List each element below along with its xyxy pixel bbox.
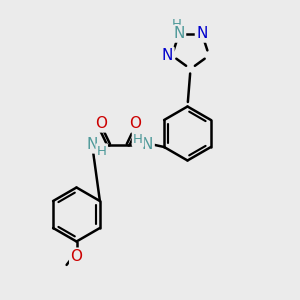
Text: O: O xyxy=(95,116,107,131)
Text: H: H xyxy=(97,145,107,158)
Text: N: N xyxy=(162,48,173,63)
Text: H: H xyxy=(133,133,143,146)
Text: O: O xyxy=(70,249,83,264)
Text: N: N xyxy=(173,26,185,41)
Text: H: H xyxy=(172,18,182,31)
Text: O: O xyxy=(130,116,142,131)
Text: N: N xyxy=(86,137,98,152)
Text: N: N xyxy=(142,137,153,152)
Text: N: N xyxy=(196,26,208,41)
